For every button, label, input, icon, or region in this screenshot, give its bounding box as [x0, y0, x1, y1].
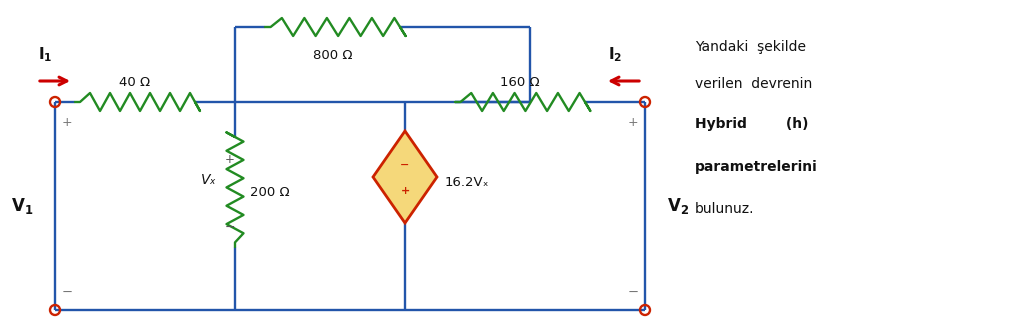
Text: −: −: [225, 220, 235, 233]
Text: +: +: [225, 152, 235, 165]
Text: $\mathbf{V_1}$: $\mathbf{V_1}$: [11, 196, 33, 216]
Text: $\mathbf{I_1}$: $\mathbf{I_1}$: [38, 45, 53, 64]
Text: 200 Ω: 200 Ω: [250, 186, 290, 199]
Text: Hybrid        (h): Hybrid (h): [695, 117, 808, 131]
Text: 800 Ω: 800 Ω: [312, 49, 353, 62]
Text: +: +: [400, 186, 409, 196]
Text: bulunuz.: bulunuz.: [695, 202, 755, 216]
Text: 40 Ω: 40 Ω: [120, 76, 151, 89]
Text: −: −: [628, 286, 638, 298]
Text: $\mathbf{V_2}$: $\mathbf{V_2}$: [667, 196, 689, 216]
Text: +: +: [62, 116, 72, 128]
Text: parametrelerini: parametrelerini: [695, 160, 818, 174]
Text: Vₓ: Vₓ: [201, 173, 217, 187]
Text: Yandaki  şekilde: Yandaki şekilde: [695, 40, 806, 54]
Polygon shape: [373, 131, 437, 223]
Text: $\mathbf{I_2}$: $\mathbf{I_2}$: [608, 45, 623, 64]
Text: 160 Ω: 160 Ω: [500, 76, 540, 89]
Text: verilen  devrenin: verilen devrenin: [695, 77, 812, 91]
Text: +: +: [628, 116, 638, 128]
Text: −: −: [62, 286, 72, 298]
Text: −: −: [400, 160, 409, 170]
Text: 16.2Vₓ: 16.2Vₓ: [445, 176, 490, 189]
